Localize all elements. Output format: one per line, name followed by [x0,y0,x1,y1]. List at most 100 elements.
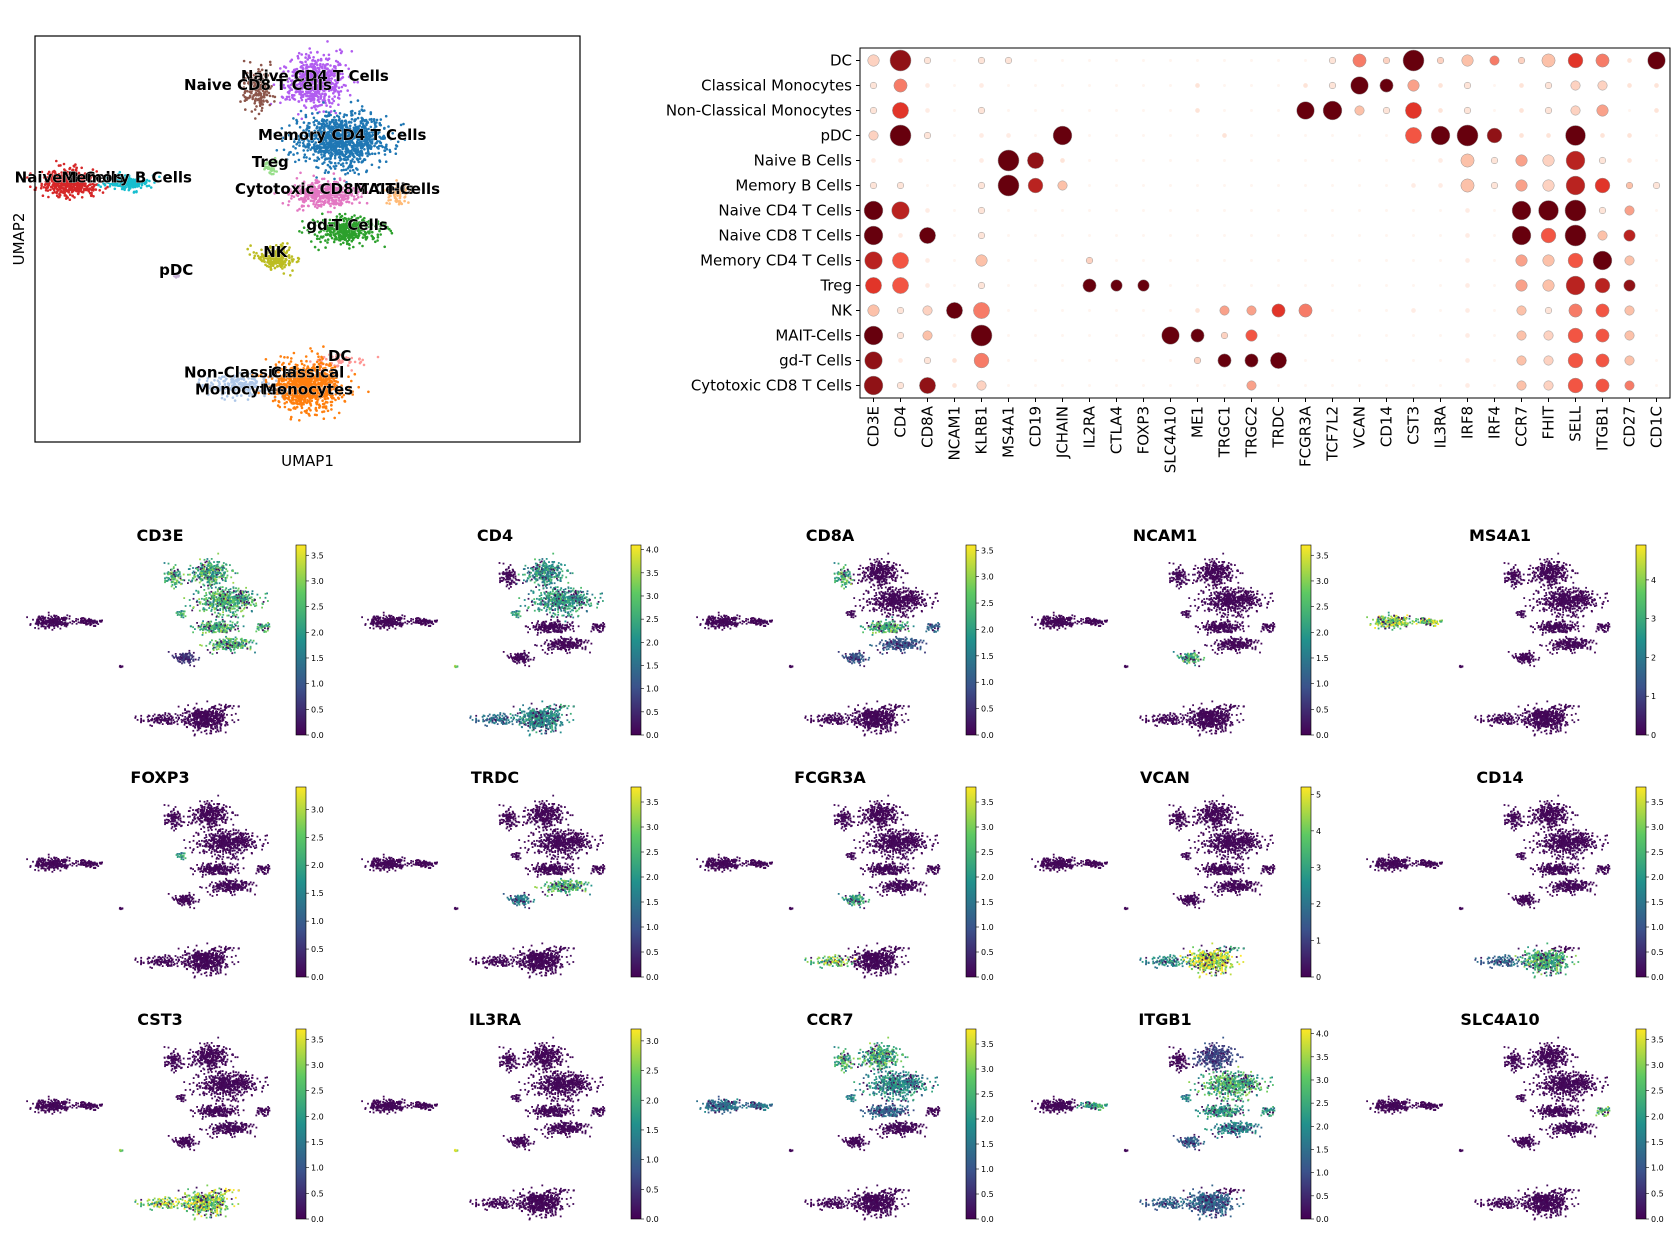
umap-point-naive-b-cells [53,169,56,173]
umap-point-classical-monocytes [330,404,333,407]
umap-point-naive-cd4-t-cells [320,103,324,107]
umap-point-naive-b-cells [50,172,54,176]
umap-point-naive-b-cells [106,185,109,189]
umap-point-memory-cd4-t-cells [330,161,333,164]
umap-point-naive-cd8-t-cells [244,76,247,80]
umap-point-memory-b-cells [151,174,155,177]
umap-point-naive-b-cells [94,175,98,178]
umap-point-memory-cd4-t-cells [323,171,327,174]
umap-point-memory-cd4-t-cells [302,144,305,148]
umap-point-naive-cd8-t-cells [269,63,272,66]
umap-point-memory-cd4-t-cells [355,167,358,170]
umap-point-mait-cells [398,200,401,204]
umap-point-gd-t-cells [326,238,330,241]
umap-point-memory-cd4-t-cells [344,173,347,176]
umap-point-naive-cd4-t-cells [272,83,276,86]
umap-point-nk [284,263,287,267]
umap-point-memory-b-cells [144,181,148,184]
umap-point-memory-b-cells [139,186,143,190]
umap-point-naive-b-cells [76,180,80,184]
umap-point-memory-cd4-t-cells [383,153,387,156]
umap-point-memory-cd4-t-cells [316,111,319,115]
umap-point-naive-cd4-t-cells [299,83,303,86]
umap-point-naive-cd8-t-cells [242,93,245,97]
umap-point-naive-b-cells [68,193,72,196]
umap-point-gd-t-cells [339,233,342,237]
umap-point-classical-monocytes [289,360,293,363]
umap-point-naive-b-cells [83,175,86,179]
umap-point-naive-cd4-t-cells [297,78,300,82]
umap-point-naive-cd4-t-cells [291,82,294,85]
umap-point-mait-cells [400,202,404,206]
umap-point-memory-cd4-t-cells [289,150,292,154]
umap-point-memory-cd4-t-cells [333,161,337,165]
umap-point-naive-cd4-t-cells [305,94,308,98]
umap-point-naive-cd4-t-cells [333,95,337,98]
umap-point-naive-cd4-t-cells [319,71,323,74]
umap-point-gd-t-cells [338,239,342,242]
umap-point-classical-monocytes [318,358,322,362]
umap-point-naive-cd4-t-cells [313,78,316,81]
umap-point-memory-cd4-t-cells [343,113,346,116]
umap-point-naive-cd4-t-cells [307,65,311,69]
umap-point-naive-b-cells [68,198,72,201]
umap-point-naive-cd4-t-cells [300,61,304,64]
umap-point-naive-cd4-t-cells [323,99,327,102]
umap-point-naive-cd4-t-cells [338,72,342,76]
umap-point-naive-cd4-t-cells [299,79,303,83]
umap-point-memory-b-cells [127,188,131,192]
umap-point-memory-b-cells [128,183,131,187]
umap-point-naive-cd8-t-cells [239,100,242,103]
umap-point-naive-cd8-t-cells [261,86,265,90]
umap-point-memory-cd4-t-cells [324,114,327,118]
umap-point-naive-cd4-t-cells [307,91,311,95]
umap-point-naive-cd8-t-cells [260,106,264,110]
umap-point-memory-cd4-t-cells [324,110,328,113]
umap-point-naive-cd4-t-cells [334,88,337,92]
umap-point-naive-cd4-t-cells [272,77,275,81]
umap-point-naive-cd4-t-cells [319,58,323,62]
umap-point-naive-cd4-t-cells [338,70,341,73]
umap-point-naive-b-cells [29,172,32,175]
umap-point-naive-b-cells [91,168,95,171]
umap-point-memory-b-cells [129,178,133,182]
umap-point-memory-b-cells [134,179,138,182]
umap-point-naive-cd4-t-cells [319,97,323,100]
umap-point-naive-b-cells [47,195,50,199]
umap-point-gd-t-cells [345,233,349,237]
umap-point-naive-cd4-t-cells [312,98,316,101]
umap-point-memory-cd4-t-cells [338,159,342,162]
umap-point-naive-cd4-t-cells [310,98,314,102]
umap-point-cytotoxic-cd8-t-cells [319,203,323,207]
umap-point-dc [350,369,354,372]
umap-point-non-classical-monocytes [233,399,237,402]
umap-point-memory-b-cells [116,175,119,179]
umap-point-naive-b-cells [61,174,65,177]
umap-point-naive-cd8-t-cells [262,92,266,95]
umap-point-naive-cd4-t-cells [322,53,326,57]
umap-point-naive-cd4-t-cells [313,76,316,79]
umap-point-naive-cd4-t-cells [284,66,288,69]
umap-point-naive-b-cells [38,177,41,180]
umap-point-naive-cd4-t-cells [334,111,338,115]
umap-point-naive-b-cells [69,179,73,182]
umap-point-naive-cd4-t-cells [321,92,324,95]
umap-point-memory-cd4-t-cells [361,160,365,163]
umap-point-naive-b-cells [42,186,46,189]
umap-point-naive-cd8-t-cells [264,77,268,80]
umap-point-naive-cd4-t-cells [303,76,307,79]
umap-point-naive-b-cells [80,182,83,186]
umap-point-memory-b-cells [111,181,115,184]
umap-point-naive-b-cells [99,180,103,183]
umap-point-naive-cd4-t-cells [300,65,303,68]
umap-point-memory-b-cells [121,181,125,184]
umap-point-naive-cd8-t-cells [273,100,276,103]
umap-point-naive-cd4-t-cells [326,78,329,82]
umap-point-memory-cd4-t-cells [324,169,328,172]
umap-point-naive-cd8-t-cells [260,109,264,112]
umap-point-naive-cd4-t-cells [300,53,304,56]
umap-point-naive-cd4-t-cells [337,103,340,106]
umap-point-naive-cd4-t-cells [333,79,337,82]
umap-point-naive-b-cells [79,189,82,193]
umap-point-cytotoxic-cd8-t-cells [301,200,305,203]
